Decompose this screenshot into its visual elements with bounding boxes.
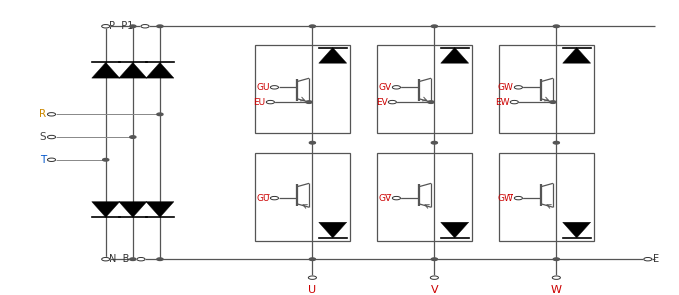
- Polygon shape: [92, 202, 120, 217]
- Circle shape: [48, 113, 56, 116]
- Circle shape: [553, 258, 559, 260]
- Circle shape: [428, 101, 434, 103]
- Circle shape: [430, 276, 439, 279]
- Circle shape: [431, 25, 437, 27]
- Text: R: R: [39, 109, 46, 119]
- Text: EW: EW: [495, 98, 509, 106]
- Polygon shape: [318, 222, 347, 238]
- Text: U: U: [308, 286, 316, 295]
- Text: N  B: N B: [109, 254, 130, 264]
- Bar: [255, 153, 350, 241]
- Circle shape: [270, 196, 278, 200]
- Circle shape: [102, 24, 110, 28]
- Circle shape: [392, 196, 401, 200]
- Circle shape: [310, 258, 316, 260]
- Text: W: W: [551, 286, 562, 295]
- Polygon shape: [563, 47, 591, 63]
- Circle shape: [552, 276, 560, 279]
- Circle shape: [130, 136, 136, 138]
- Text: E: E: [653, 254, 659, 264]
- Polygon shape: [563, 222, 591, 238]
- Polygon shape: [441, 222, 469, 238]
- Text: EV: EV: [376, 98, 388, 106]
- Circle shape: [103, 25, 109, 27]
- Circle shape: [310, 25, 316, 27]
- Text: T: T: [40, 155, 46, 165]
- Bar: [499, 153, 593, 241]
- Circle shape: [130, 258, 136, 260]
- Circle shape: [644, 258, 652, 261]
- Polygon shape: [92, 63, 120, 78]
- Circle shape: [310, 141, 316, 144]
- Circle shape: [553, 141, 559, 144]
- Circle shape: [388, 100, 397, 104]
- Polygon shape: [318, 47, 347, 63]
- Polygon shape: [441, 47, 469, 63]
- Text: GW: GW: [498, 83, 513, 92]
- Circle shape: [392, 86, 401, 89]
- Circle shape: [270, 86, 278, 89]
- Polygon shape: [119, 63, 147, 78]
- Polygon shape: [119, 202, 147, 217]
- Text: EU: EU: [253, 98, 265, 106]
- Circle shape: [102, 258, 110, 261]
- Circle shape: [141, 24, 149, 28]
- Circle shape: [306, 101, 312, 103]
- Polygon shape: [146, 63, 174, 78]
- Text: GV: GV: [379, 83, 392, 92]
- Circle shape: [266, 100, 274, 104]
- Bar: [255, 45, 350, 133]
- Text: GU̅: GU̅: [256, 194, 270, 203]
- Text: GW̅: GW̅: [498, 194, 513, 203]
- Circle shape: [553, 25, 559, 27]
- Text: P  P1: P P1: [109, 21, 134, 31]
- Circle shape: [514, 196, 522, 200]
- Text: V: V: [430, 286, 438, 295]
- Circle shape: [431, 258, 437, 260]
- Circle shape: [157, 25, 163, 27]
- Text: GU: GU: [256, 83, 270, 92]
- Bar: [499, 45, 593, 133]
- Circle shape: [157, 113, 163, 116]
- Circle shape: [550, 101, 556, 103]
- Circle shape: [514, 86, 522, 89]
- Circle shape: [130, 25, 136, 27]
- Text: S: S: [39, 132, 46, 142]
- Circle shape: [48, 158, 56, 161]
- Circle shape: [103, 158, 109, 161]
- Circle shape: [157, 258, 163, 260]
- Circle shape: [510, 100, 518, 104]
- Bar: [377, 45, 472, 133]
- Bar: [377, 153, 472, 241]
- Circle shape: [431, 141, 437, 144]
- Circle shape: [48, 135, 56, 139]
- Circle shape: [308, 276, 316, 279]
- Text: GV̅: GV̅: [379, 194, 392, 203]
- Polygon shape: [146, 202, 174, 217]
- Circle shape: [103, 258, 109, 260]
- Circle shape: [137, 258, 145, 261]
